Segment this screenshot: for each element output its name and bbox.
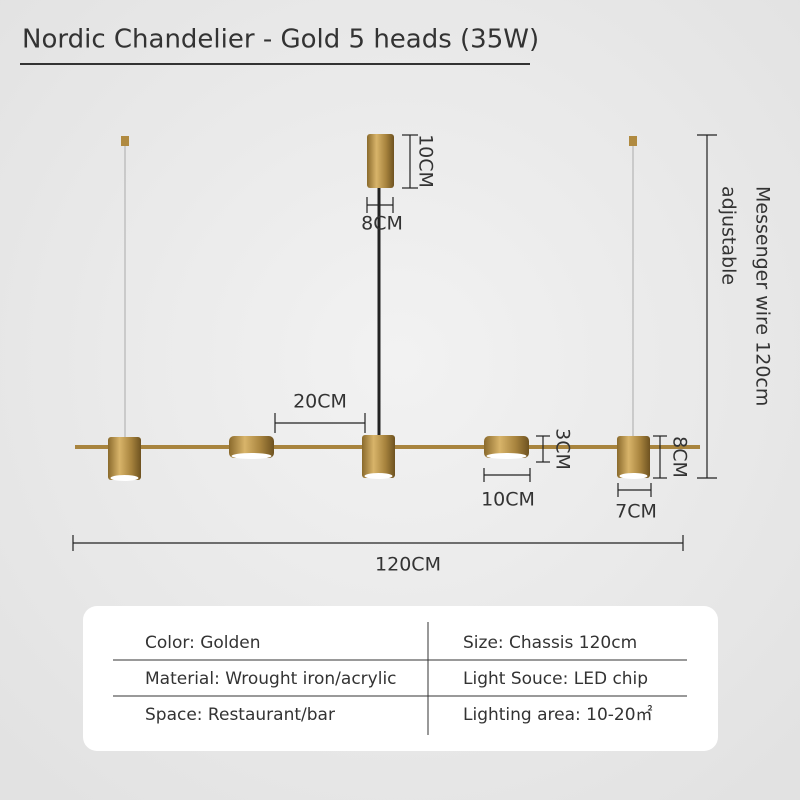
dimension-lines [72, 134, 717, 551]
dim-label: Messenger wire 120cm [752, 186, 774, 406]
table-cell: Size: Chassis 120cm [463, 633, 637, 653]
table-cell: Material: Wrought iron/acrylic [145, 669, 397, 689]
dim-label: 7CM [615, 501, 657, 523]
dim-label: 10CM [481, 489, 535, 511]
table-cell: Color: Golden [145, 633, 261, 653]
title: Nordic Chandelier - Gold 5 heads (35W) [22, 25, 539, 55]
table-lines [113, 622, 687, 735]
dim-label: 120CM [375, 554, 441, 576]
table-cell: Lighting area: 10-20㎡ [463, 705, 653, 725]
dim-label: 8CM [361, 213, 403, 235]
dim-label: 20CM [293, 391, 347, 413]
table-cell: Space: Restaurant/bar [145, 705, 335, 725]
dim-label: 10CM [415, 134, 437, 188]
fixture [75, 134, 700, 481]
dim-label: adjustable [718, 186, 740, 285]
spec-panel [83, 606, 718, 751]
dim-label: 3CM [552, 428, 574, 470]
table-cell: Light Souce: LED chip [463, 669, 648, 689]
dim-label: 8CM [669, 436, 691, 478]
